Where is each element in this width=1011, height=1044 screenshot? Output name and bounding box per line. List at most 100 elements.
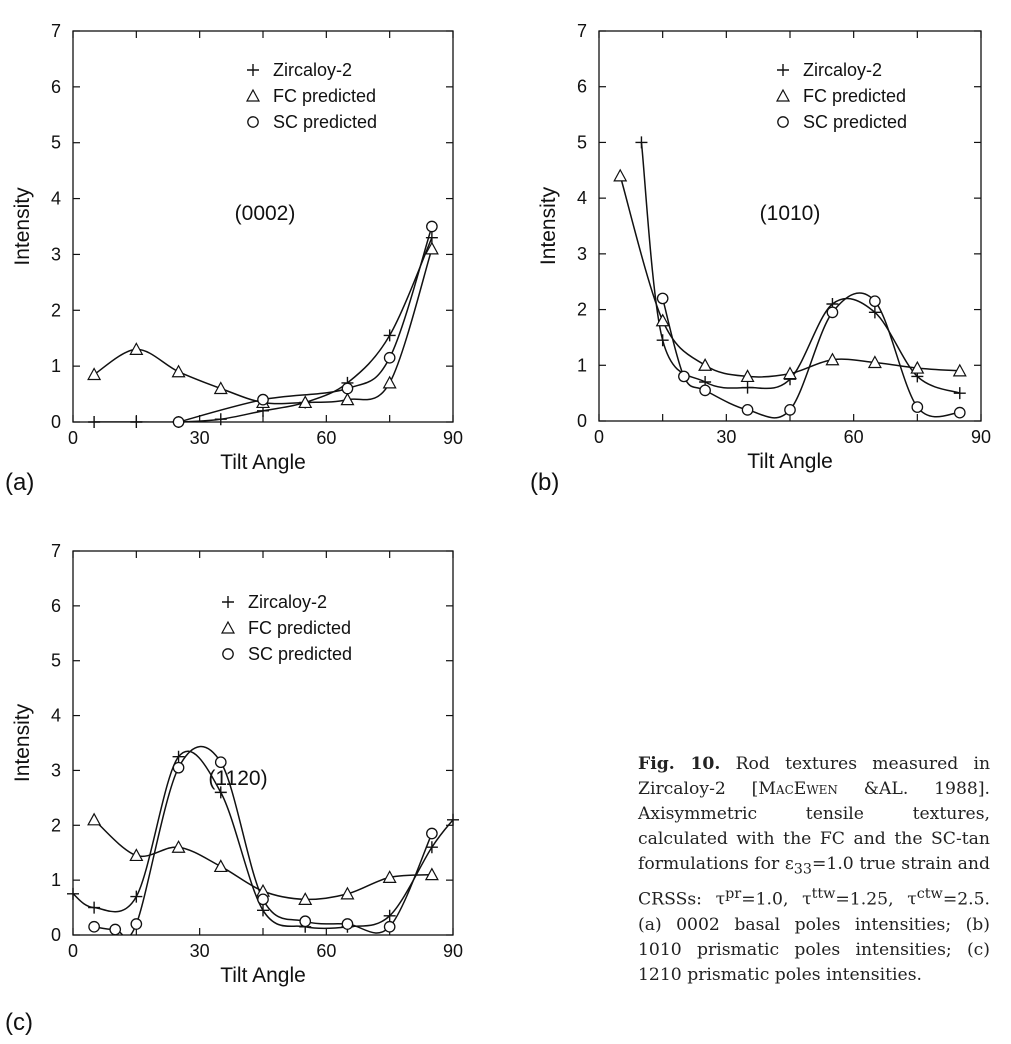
p3-legend-label: FC predicted [248, 618, 351, 638]
p1-data-point [88, 416, 101, 428]
p2-data-point [910, 360, 925, 374]
p2-xtick-label: 90 [971, 427, 991, 447]
p3-legend-label: SC predicted [248, 644, 352, 664]
p3-data-point [426, 827, 438, 840]
p1-data-point [257, 393, 269, 406]
p1-data-point [130, 416, 143, 428]
caption-text-1: Rod textures measured in Zircaloy-2 [ [638, 754, 991, 799]
p2-data-point [869, 295, 881, 308]
p1-data-point [87, 367, 102, 381]
p1-ytick-label: 5 [51, 133, 61, 153]
p3-ytick-label: 2 [51, 815, 61, 835]
p2-data-point [825, 352, 840, 366]
caption-text-2: &AL. 1988]. Axisymmetric tensile texture… [638, 779, 990, 874]
p2-data-point [635, 136, 648, 149]
p1-data-point [424, 241, 439, 255]
p3-data-point [109, 923, 122, 936]
caption-author: MacEwen [758, 779, 838, 799]
p2-ytick-label: 0 [577, 411, 587, 431]
p2-xtick-label: 0 [594, 427, 604, 447]
p1-data-point [426, 220, 438, 233]
p3-data-point [214, 756, 227, 769]
p1-ytick-label: 6 [51, 77, 61, 97]
p2-data-point [656, 292, 669, 305]
p3-data-point [214, 786, 227, 799]
p2-legend-label: Zircaloy-2 [803, 60, 882, 80]
p3-xaxis-label: Tilt Angle [220, 964, 306, 987]
p1-data-point [382, 375, 397, 389]
p3-ytick-label: 6 [51, 596, 61, 616]
p1-data-point [129, 342, 144, 355]
caption-strain-sub: 33 [793, 861, 812, 878]
p3-panel-label: (c) [5, 1009, 33, 1036]
p1-ytick-label: 4 [51, 189, 61, 209]
chart-panel-b: 0 1 2 3 4 5 6 7 0 30 60 90 Tilt Angle Intensity (b) (10… [530, 21, 991, 496]
p3-data-point [88, 920, 100, 933]
p2-ytick-label: 6 [577, 77, 587, 97]
p1-series-line [93, 248, 433, 405]
p1-xtick-label: 60 [316, 428, 336, 448]
p2-xtick-label: 60 [844, 427, 864, 447]
p2-ytick-label: 1 [577, 355, 587, 375]
p2-data-point [740, 369, 755, 383]
p2-ytick-label: 5 [577, 132, 587, 152]
p1-data-point [213, 381, 228, 395]
p2-legend-marker [775, 88, 791, 102]
p1-annotation: (0002) [235, 202, 296, 225]
p1-xtick-label: 90 [443, 428, 463, 448]
p3-data-point [130, 918, 143, 930]
p1-ytick-label: 7 [51, 21, 61, 41]
p2-xtick-label: 30 [716, 427, 736, 447]
p3-data-point [447, 813, 459, 826]
p2-series-line [640, 142, 961, 394]
p3-data-point [257, 904, 269, 917]
p1-data-point [214, 413, 227, 426]
p3-series-line [73, 750, 453, 930]
p1-data-point [298, 395, 313, 409]
p1-ytick-label: 1 [51, 356, 61, 376]
p3-data-point [424, 867, 439, 881]
p3-ytick-label: 4 [51, 706, 61, 726]
p3-yaxis-label: Intensity [11, 703, 34, 782]
p2-data-point [953, 406, 966, 419]
p2-plot-frame [598, 30, 982, 422]
p3-data-point [383, 920, 396, 933]
p3-ytick-label: 1 [51, 870, 61, 890]
p1-series-group [93, 226, 433, 422]
p2-data-point [867, 355, 882, 369]
p2-data-point [741, 381, 754, 394]
p2-xaxis-label: Tilt Angle [747, 450, 833, 473]
p3-data-point [172, 761, 185, 774]
p1-xtick-label: 30 [190, 428, 210, 448]
p3-xtick-label: 0 [68, 941, 78, 961]
p1-xaxis-label: Tilt Angle [220, 451, 306, 474]
caption-pr-sup: pr [725, 886, 742, 903]
p3-legend-marker [222, 648, 234, 660]
p2-data-point [656, 334, 669, 347]
caption-fig-label: Fig. 10. [638, 754, 721, 774]
p3-data-point [130, 890, 143, 903]
p1-legend-label: Zircaloy-2 [273, 60, 352, 80]
p2-legend-marker [777, 116, 789, 128]
caption-ctw-sup: ctw [916, 886, 943, 903]
caption-text-4: =1.0, τ [741, 890, 812, 911]
p3-xtick-label: 60 [316, 941, 336, 961]
caption-ttw-sup: ttw [811, 886, 836, 903]
p3-data-point [67, 887, 79, 900]
p3-data-point [87, 812, 102, 826]
p3-data-point [298, 892, 313, 905]
p3-data-point [341, 918, 354, 930]
p1-data-point [172, 416, 185, 428]
p3-data-point [257, 893, 269, 906]
chart-panel-a: 0 1 2 3 4 5 6 7 0 30 60 90 Tilt Angle Intensity (a) (00… [5, 21, 463, 496]
p3-data-point [171, 839, 186, 853]
p2-data-point [826, 306, 839, 319]
p3-data-point [382, 870, 397, 883]
p3-data-point [383, 909, 396, 922]
p1-panel-label: (a) [5, 469, 34, 496]
p1-plot-frame [72, 30, 454, 423]
p1-yaxis-label: Intensity [11, 187, 34, 266]
p2-ytick-label: 7 [577, 21, 587, 41]
p2-panel-label: (b) [530, 469, 559, 496]
p2-ytick-label: 4 [577, 188, 587, 208]
